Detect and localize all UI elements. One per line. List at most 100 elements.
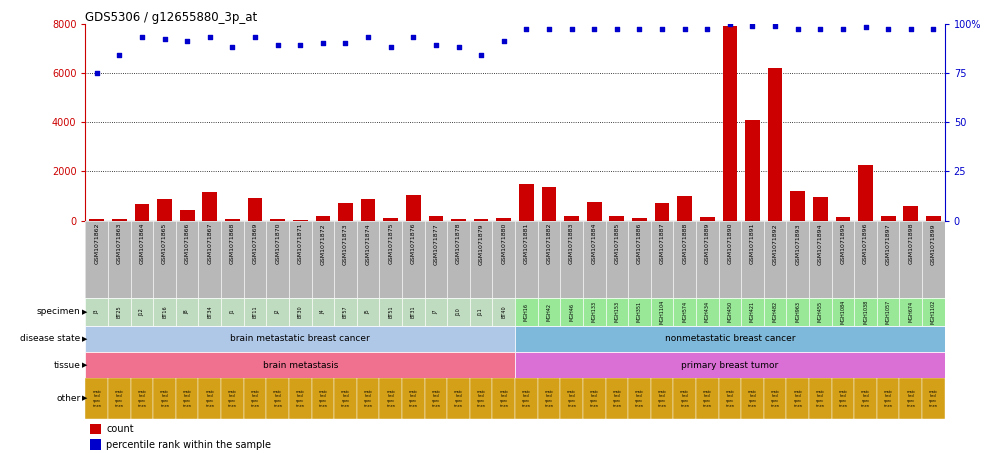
- Bar: [899, 298, 922, 326]
- Bar: [469, 298, 492, 326]
- Bar: [515, 221, 538, 298]
- Bar: [876, 298, 899, 326]
- Bar: [587, 202, 602, 221]
- Text: J11: J11: [478, 308, 483, 316]
- Bar: [809, 378, 832, 419]
- Bar: [809, 221, 832, 298]
- Text: brain metastasis: brain metastasis: [262, 361, 338, 370]
- Bar: [292, 220, 308, 221]
- Bar: [334, 221, 357, 298]
- Bar: [923, 221, 945, 298]
- Bar: [244, 298, 266, 326]
- Text: GSM1071882: GSM1071882: [547, 223, 552, 265]
- Bar: [425, 378, 447, 419]
- Bar: [538, 298, 561, 326]
- Bar: [492, 221, 515, 298]
- Bar: [768, 68, 783, 221]
- Text: GSM1071895: GSM1071895: [840, 223, 845, 265]
- Text: BT16: BT16: [162, 305, 167, 318]
- Point: [835, 26, 851, 33]
- Bar: [266, 378, 289, 419]
- Point: [112, 52, 128, 59]
- Bar: [515, 326, 945, 352]
- Text: matc
hed
spec
imen: matc hed spec imen: [115, 390, 124, 408]
- Text: MGH482: MGH482: [773, 301, 778, 322]
- Text: J3: J3: [94, 309, 99, 314]
- Bar: [153, 378, 176, 419]
- Text: GSM1071871: GSM1071871: [297, 223, 303, 265]
- Bar: [221, 378, 244, 419]
- Bar: [176, 298, 199, 326]
- Bar: [854, 221, 876, 298]
- Text: GSM1071886: GSM1071886: [637, 223, 642, 264]
- Bar: [153, 221, 176, 298]
- Bar: [402, 378, 424, 419]
- Bar: [561, 298, 583, 326]
- Bar: [583, 298, 605, 326]
- Bar: [85, 298, 109, 326]
- Text: matc
hed
spec
imen: matc hed spec imen: [612, 390, 621, 408]
- Bar: [515, 298, 538, 326]
- Bar: [447, 298, 470, 326]
- Bar: [745, 120, 760, 221]
- Text: matc
hed
spec
imen: matc hed spec imen: [228, 390, 237, 408]
- Text: matc
hed
spec
imen: matc hed spec imen: [273, 390, 282, 408]
- Bar: [605, 298, 628, 326]
- Text: ▶: ▶: [82, 308, 87, 315]
- Bar: [786, 221, 809, 298]
- Bar: [89, 439, 100, 449]
- Text: GSM1071884: GSM1071884: [592, 223, 597, 265]
- Bar: [247, 198, 262, 221]
- Text: matc
hed
spec
imen: matc hed spec imen: [205, 390, 214, 408]
- Bar: [880, 216, 895, 221]
- Bar: [854, 298, 876, 326]
- Text: GSM1071879: GSM1071879: [478, 223, 483, 265]
- Bar: [561, 221, 583, 298]
- Bar: [199, 298, 221, 326]
- Text: MGH1038: MGH1038: [863, 299, 868, 324]
- Text: GSM1071868: GSM1071868: [230, 223, 235, 264]
- Bar: [180, 210, 195, 221]
- Bar: [538, 221, 561, 298]
- Bar: [402, 221, 424, 298]
- Text: GSM1071863: GSM1071863: [117, 223, 122, 265]
- Point: [586, 26, 602, 33]
- Bar: [515, 352, 945, 378]
- Text: MGH133: MGH133: [592, 301, 597, 322]
- Bar: [876, 378, 899, 419]
- Point: [202, 34, 218, 41]
- Text: GSM1071864: GSM1071864: [140, 223, 145, 265]
- Text: matc
hed
spec
imen: matc hed spec imen: [138, 390, 147, 408]
- Bar: [270, 219, 285, 221]
- Text: MGH1102: MGH1102: [931, 299, 936, 324]
- Text: GSM1071891: GSM1071891: [750, 223, 755, 265]
- Bar: [695, 378, 719, 419]
- Bar: [628, 378, 651, 419]
- Point: [699, 26, 716, 33]
- Text: matc
hed
spec
imen: matc hed spec imen: [726, 390, 735, 408]
- Text: matc
hed
spec
imen: matc hed spec imen: [319, 390, 328, 408]
- Point: [88, 69, 105, 77]
- Text: GSM1071880: GSM1071880: [501, 223, 507, 264]
- Text: tissue: tissue: [53, 361, 80, 370]
- Bar: [496, 218, 512, 221]
- Point: [609, 26, 625, 33]
- Text: matc
hed
spec
imen: matc hed spec imen: [545, 390, 554, 408]
- Bar: [832, 221, 854, 298]
- Bar: [583, 221, 605, 298]
- Text: GSM1071875: GSM1071875: [388, 223, 393, 265]
- Point: [631, 26, 647, 33]
- Bar: [742, 221, 764, 298]
- Text: J1: J1: [230, 309, 235, 314]
- Bar: [109, 221, 131, 298]
- Bar: [380, 298, 402, 326]
- Text: BT51: BT51: [388, 305, 393, 318]
- Bar: [428, 216, 443, 221]
- Text: matc
hed
spec
imen: matc hed spec imen: [341, 390, 350, 408]
- Text: GSM1071876: GSM1071876: [411, 223, 416, 265]
- Text: matc
hed
spec
imen: matc hed spec imen: [160, 390, 169, 408]
- Bar: [764, 298, 786, 326]
- Bar: [447, 221, 470, 298]
- Bar: [719, 378, 741, 419]
- Text: GSM1071888: GSM1071888: [682, 223, 687, 264]
